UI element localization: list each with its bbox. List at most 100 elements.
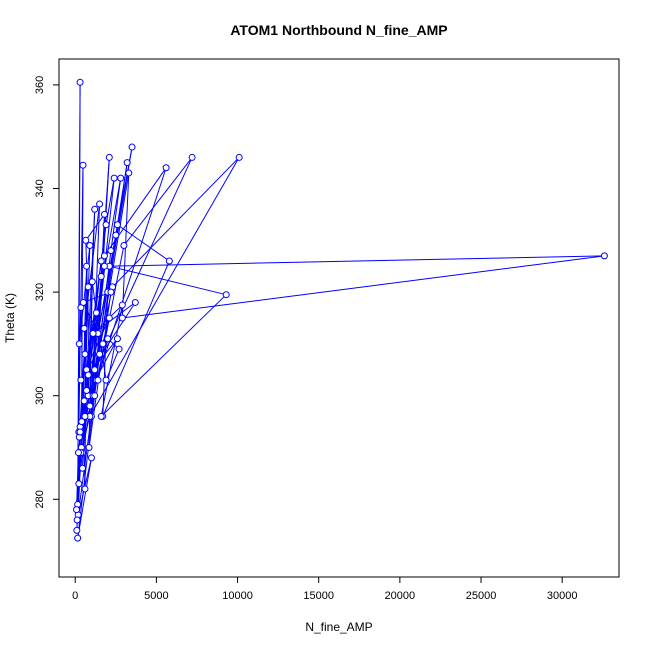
data-point: [222, 291, 230, 299]
x-tick-label: 25000: [466, 590, 497, 602]
series-segment: [87, 302, 136, 376]
data-point: [102, 376, 110, 384]
series-segment: [109, 265, 227, 296]
data-point: [79, 298, 87, 306]
series-segment: [105, 348, 120, 381]
data-point: [78, 418, 86, 426]
data-point: [117, 174, 125, 182]
data-point: [74, 534, 82, 542]
data-point: [97, 257, 105, 265]
series-segment: [92, 302, 136, 334]
data-point: [77, 376, 85, 384]
data-point: [97, 273, 105, 281]
x-axis-label: N_fine_AMP: [305, 620, 372, 634]
series-segment: [123, 157, 193, 246]
series-segment: [91, 281, 97, 313]
data-point: [75, 340, 83, 348]
data-point: [104, 335, 112, 343]
data-point: [118, 301, 126, 309]
data-point: [83, 262, 91, 270]
data-point: [105, 314, 113, 322]
data-point: [81, 485, 89, 493]
data-point: [113, 221, 121, 229]
y-axis-label: Theta (K): [3, 293, 17, 343]
series-segment: [82, 302, 104, 345]
data-point: [81, 350, 89, 358]
data-point: [100, 262, 108, 270]
chart-title: ATOM1 Northbound N_fine_AMP: [230, 22, 447, 38]
data-point: [85, 444, 93, 451]
data-point: [162, 164, 170, 172]
data-point: [79, 161, 87, 169]
data-point: [92, 309, 100, 317]
data-point: [107, 247, 115, 255]
data-point: [120, 241, 128, 249]
data-point: [188, 153, 196, 161]
data-point: [73, 526, 81, 534]
series-segment: [122, 255, 605, 319]
data-point: [76, 78, 84, 86]
data-point: [87, 454, 95, 462]
data-point: [235, 153, 243, 161]
series-segment: [85, 214, 105, 241]
data-point: [80, 324, 88, 332]
y-tick-label: 320: [34, 283, 46, 301]
data-point: [81, 412, 89, 420]
plot-frame: [58, 58, 620, 578]
series-segment: [110, 178, 122, 251]
data-point: [102, 221, 110, 229]
y-tick-label: 280: [34, 490, 46, 508]
y-tick-label: 340: [34, 179, 46, 197]
data-point: [100, 210, 108, 218]
data-point: [89, 330, 97, 338]
data-point: [80, 397, 88, 405]
data-point: [91, 366, 99, 374]
data-point: [91, 205, 99, 213]
data-point: [112, 231, 120, 239]
series-segment: [89, 157, 240, 417]
data-point: [118, 314, 126, 322]
data-point: [128, 143, 136, 151]
x-axis: 0 5000 10000 15000 20000 25000 30000: [72, 576, 578, 602]
data-point: [74, 449, 82, 457]
series-segment: [104, 167, 167, 257]
series-segment: [109, 255, 605, 267]
data-point: [97, 412, 105, 420]
data-point: [100, 252, 108, 260]
data-point: [86, 241, 94, 249]
y-tick-label: 360: [34, 76, 46, 94]
data-point: [84, 371, 92, 379]
x-tick-label: 30000: [547, 590, 578, 602]
x-tick-label: 20000: [385, 590, 416, 602]
data-point: [83, 387, 91, 395]
data-point: [79, 464, 87, 472]
series-segment: [80, 343, 104, 381]
data-point: [84, 283, 92, 291]
data-point: [107, 288, 115, 296]
y-tick-label: 300: [34, 387, 46, 405]
data-point: [73, 506, 81, 514]
x-tick-label: 15000: [303, 590, 334, 602]
series-segment: [102, 260, 170, 417]
data-point: [131, 298, 139, 306]
data-point: [165, 257, 173, 265]
data-point: [105, 153, 113, 161]
x-tick-label: 5000: [144, 590, 168, 602]
series-segment: [94, 157, 193, 371]
data-point: [94, 376, 102, 384]
data-point: [96, 200, 104, 208]
data-point: [99, 340, 107, 348]
data-point: [82, 236, 90, 244]
data-point: [110, 174, 118, 182]
data-point: [86, 402, 94, 410]
x-tick-label: 10000: [222, 590, 253, 602]
data-point: [73, 516, 81, 524]
series-segment: [78, 82, 81, 432]
data-point: [91, 392, 99, 400]
data-point: [115, 345, 123, 353]
data-point: [125, 169, 133, 177]
data-point: [600, 252, 608, 260]
data-point: [76, 428, 84, 436]
series-segment: [105, 178, 115, 225]
